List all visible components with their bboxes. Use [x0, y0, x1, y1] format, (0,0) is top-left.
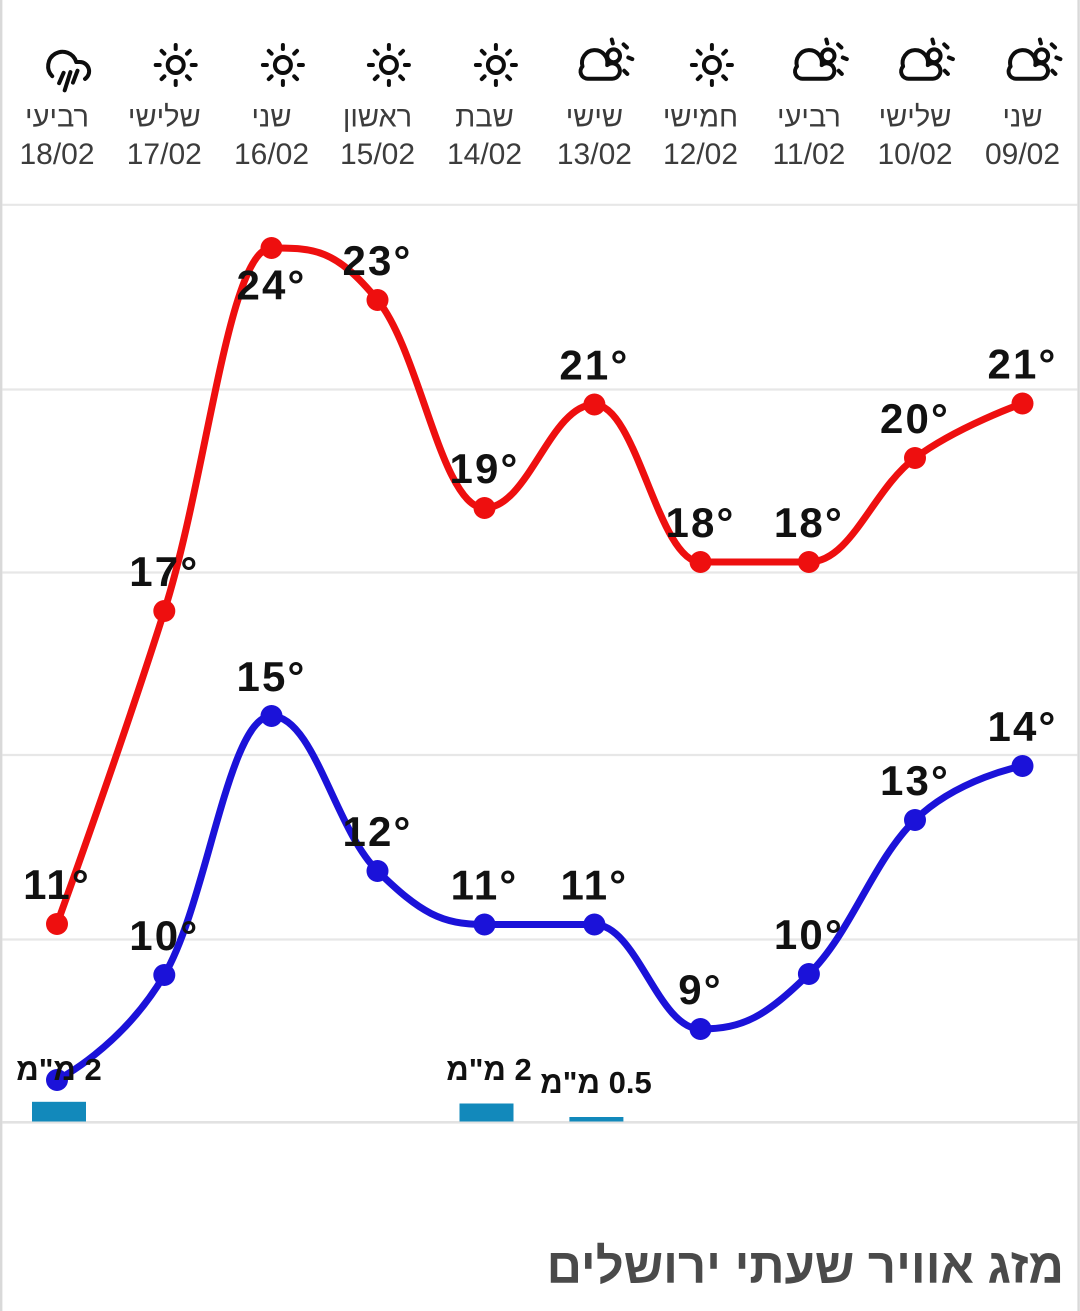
svg-text:חמישי: חמישי: [663, 102, 738, 134]
svg-text:10°: 10°: [129, 912, 199, 959]
svg-text:10°: 10°: [774, 911, 844, 958]
svg-text:שלישי: שלישי: [879, 102, 952, 134]
svg-text:שני: שני: [252, 102, 292, 134]
svg-text:18°: 18°: [774, 499, 844, 546]
svg-text:ראשון: ראשון: [343, 102, 412, 134]
svg-text:מזג אוויר שעתי ירושלים: מזג אוויר שעתי ירושלים: [547, 1240, 1064, 1294]
svg-text:2 מ"מ: 2 מ"מ: [16, 1052, 102, 1087]
svg-text:21°: 21°: [559, 342, 629, 389]
svg-text:24°: 24°: [236, 261, 306, 308]
svg-text:15/02: 15/02: [340, 138, 415, 171]
svg-text:18°: 18°: [665, 499, 735, 546]
svg-text:14°: 14°: [987, 703, 1057, 750]
svg-text:שישי: שישי: [566, 102, 623, 134]
svg-text:19°: 19°: [449, 445, 519, 492]
svg-text:2 מ"מ: 2 מ"מ: [446, 1052, 532, 1087]
svg-text:11/02: 11/02: [772, 138, 845, 171]
svg-text:17°: 17°: [129, 548, 199, 595]
svg-text:רביעי: רביעי: [25, 102, 89, 134]
svg-text:12/02: 12/02: [663, 138, 738, 171]
svg-text:10/02: 10/02: [877, 138, 952, 171]
svg-text:17/02: 17/02: [127, 138, 202, 171]
svg-text:14/02: 14/02: [447, 138, 522, 171]
svg-text:שבת: שבת: [455, 102, 514, 134]
svg-text:09/02: 09/02: [985, 138, 1060, 171]
svg-text:11°: 11°: [561, 862, 629, 909]
svg-text:9°: 9°: [678, 966, 723, 1013]
svg-text:13/02: 13/02: [557, 138, 632, 171]
svg-text:18/02: 18/02: [19, 138, 94, 171]
svg-text:11°: 11°: [23, 861, 91, 908]
svg-text:23°: 23°: [342, 237, 412, 284]
svg-text:רביעי: רביעי: [777, 102, 841, 134]
svg-text:שני: שני: [1003, 102, 1043, 134]
svg-text:11°: 11°: [451, 862, 519, 909]
svg-text:שלישי: שלישי: [128, 102, 201, 134]
svg-text:16/02: 16/02: [234, 138, 309, 171]
svg-text:0.5 מ"מ: 0.5 מ"מ: [540, 1065, 651, 1100]
svg-text:13°: 13°: [880, 757, 950, 804]
svg-text:20°: 20°: [880, 395, 950, 442]
svg-text:15°: 15°: [236, 653, 306, 700]
svg-text:12°: 12°: [342, 808, 412, 855]
svg-text:21°: 21°: [987, 341, 1057, 388]
